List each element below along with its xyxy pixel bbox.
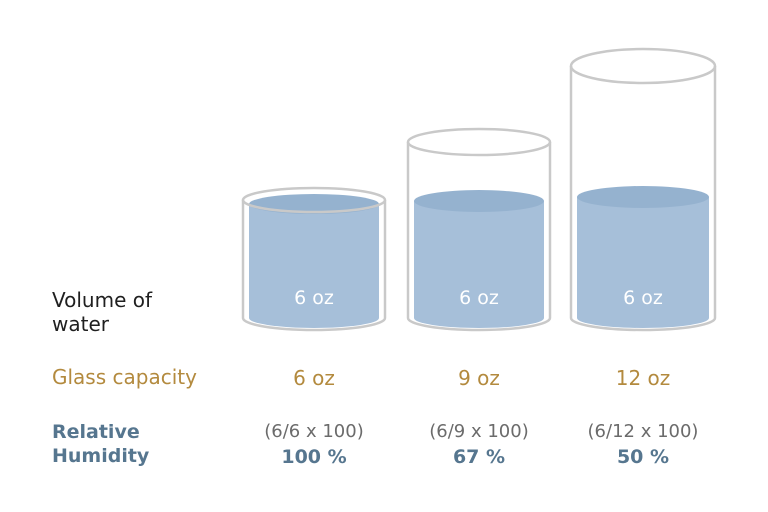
formula-2: (6/9 x 100) <box>429 421 529 442</box>
capacity-value-2: 9 oz <box>458 366 500 390</box>
water-label-3: 6 oz <box>623 287 663 309</box>
glass-capacity-label: Glass capacity <box>52 365 197 389</box>
glass-9oz <box>406 127 552 332</box>
glass-9oz-rim <box>406 127 552 157</box>
glass-12oz <box>569 47 717 332</box>
glass-9oz-water <box>414 201 544 328</box>
glass-9oz-water-surface <box>414 190 544 212</box>
capacity-value-1: 6 oz <box>293 366 335 390</box>
formula-3: (6/12 x 100) <box>587 421 699 442</box>
relative-humidity-label: Relative Humidity <box>52 421 150 467</box>
humidity-percent-2: 67 % <box>452 446 506 468</box>
glass-6oz-water-surface <box>249 194 379 214</box>
glass-12oz-water-surface <box>577 186 709 208</box>
glass-6oz-rim <box>241 186 387 214</box>
volume-of-water-label: Volume of water <box>52 288 153 336</box>
capacity-value-3: 12 oz <box>615 366 671 390</box>
glass-9oz-outline <box>406 142 552 332</box>
glass-12oz-rim <box>569 47 717 85</box>
glass-6oz-outline <box>241 200 387 332</box>
humidity-percent-3: 50 % <box>616 446 670 468</box>
glass-12oz-outline <box>569 66 717 332</box>
water-label-2: 6 oz <box>459 287 499 309</box>
water-label-1: 6 oz <box>294 287 334 309</box>
formula-1: (6/6 x 100) <box>264 421 364 442</box>
glass-6oz-water <box>249 204 379 328</box>
humidity-percent-1: 100 % <box>281 446 347 468</box>
glass-12oz-water <box>577 197 709 328</box>
glass-6oz <box>241 186 387 332</box>
